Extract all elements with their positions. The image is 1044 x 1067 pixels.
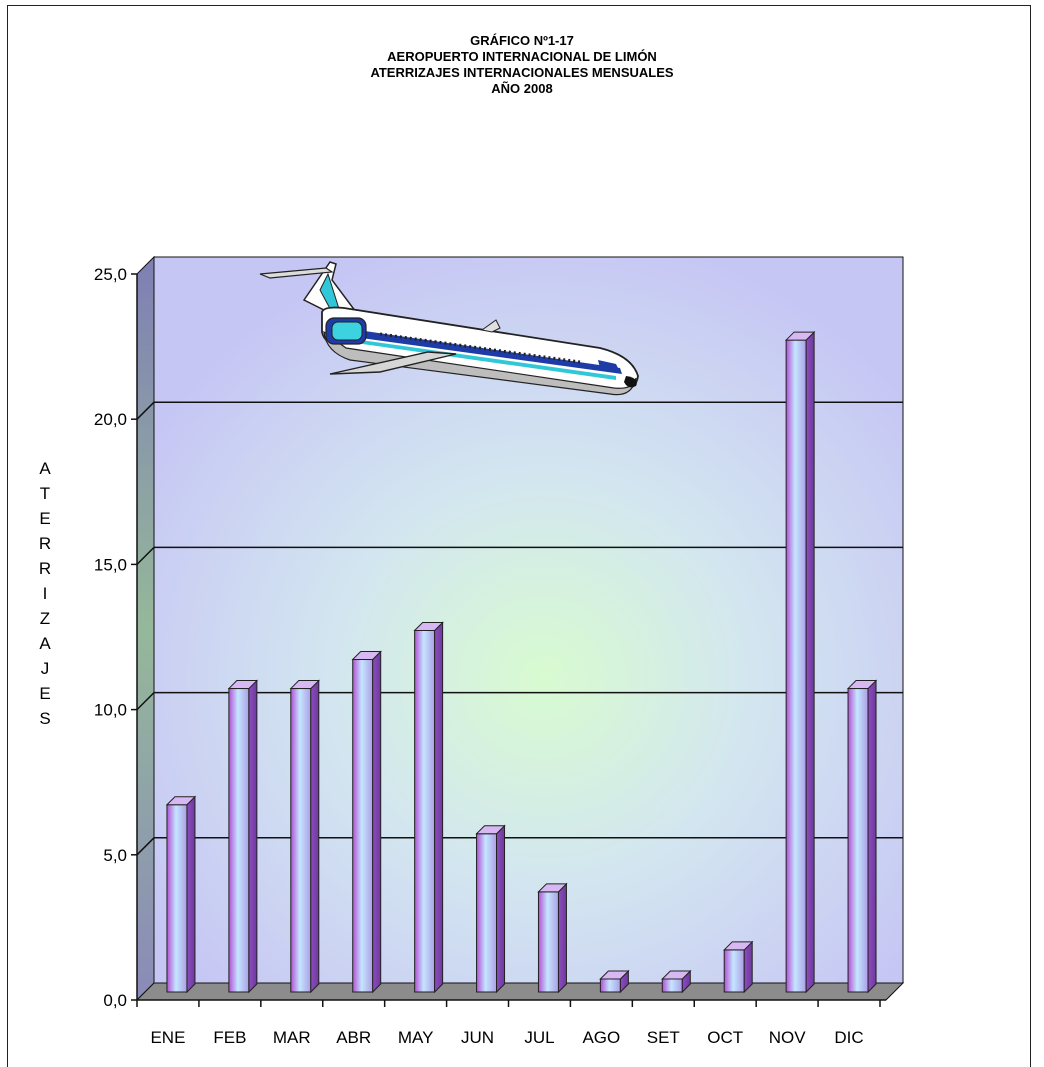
bar-series	[165, 330, 878, 994]
x-tick-label: MAR	[273, 1028, 311, 1047]
bar-top	[661, 970, 692, 980]
y-tick-label: 20,0	[94, 410, 127, 429]
bar	[165, 795, 197, 994]
bar-top	[784, 331, 816, 341]
y-tick-label: 10,0	[94, 701, 127, 720]
gridline-depth	[136, 546, 155, 565]
bar-side	[310, 679, 320, 994]
x-tick-label: SET	[647, 1028, 680, 1047]
bar-top	[227, 680, 259, 690]
y-axis-label-letter: E	[39, 684, 51, 703]
x-tick-label: MAY	[398, 1028, 434, 1047]
y-axis-label-letter: J	[40, 659, 50, 678]
bar-front	[166, 804, 188, 993]
bar-front	[290, 688, 312, 993]
y-axis-label-letter: S	[39, 709, 51, 728]
bar	[784, 330, 816, 994]
bar-front	[537, 891, 559, 993]
x-tick-label: JUL	[524, 1028, 554, 1047]
y-axis-label-letter: R	[38, 534, 52, 553]
title-line: AÑO 2008	[491, 81, 553, 96]
bar-side	[248, 679, 258, 994]
bar-side	[372, 650, 382, 994]
bar-front	[599, 978, 621, 993]
x-tick-label: JUN	[461, 1028, 494, 1047]
bar	[289, 679, 320, 994]
bar-side	[434, 621, 444, 994]
bar-front	[228, 688, 250, 993]
y-tick-label: 25,0	[94, 265, 127, 284]
plot-area	[135, 255, 905, 1002]
bar-front	[352, 659, 374, 993]
bar-top	[413, 621, 444, 631]
bar-top	[165, 796, 197, 806]
bar	[661, 969, 692, 994]
bar-side	[186, 795, 196, 994]
bar	[351, 650, 382, 994]
y-axis: 0,0 5,0 10,0 15,0 20,0 25,0	[94, 265, 138, 1010]
gridline-depth	[136, 401, 155, 420]
y-tick-label: 15,0	[94, 555, 127, 574]
y-axis-label-letter: E	[39, 509, 51, 528]
y-tick-label: 0,0	[103, 991, 127, 1010]
bar-front	[414, 629, 436, 993]
y-axis-label-letter: A	[39, 459, 51, 478]
bar-top	[289, 680, 320, 690]
x-tick-label: NOV	[769, 1028, 807, 1047]
y-axis-label-letter: T	[39, 484, 51, 503]
bar-front	[476, 833, 498, 993]
bar-top	[846, 680, 878, 690]
bar-front	[847, 688, 869, 993]
title-line: GRÁFICO Nº1-17	[470, 33, 574, 48]
bar	[599, 969, 630, 994]
bar-side	[557, 882, 567, 994]
x-tick-label: FEB	[213, 1028, 246, 1047]
x-axis: ENE FEB MAR ABR MAY JUN JUL AGO SET OCT NOV DIC	[136, 999, 886, 1047]
bar-front	[723, 949, 745, 993]
y-axis-label-letter: A	[39, 634, 51, 653]
x-tick-label: AGO	[582, 1028, 620, 1047]
bar-top	[351, 651, 382, 661]
y-axis-label-letter: Z	[39, 609, 51, 628]
title-line: ATERRIZAJES INTERNACIONALES MENSUALES	[370, 65, 674, 80]
bar-top	[475, 825, 506, 835]
bar-top	[537, 883, 568, 893]
chart-frame	[7, 5, 1031, 1067]
bar-top	[723, 941, 754, 951]
x-tick-label: ENE	[150, 1028, 185, 1047]
bar	[723, 940, 754, 994]
side-wall	[136, 255, 155, 1002]
bar-side	[743, 940, 753, 994]
x-tick-label: OCT	[707, 1028, 743, 1047]
bar-side	[805, 330, 815, 994]
bar-front	[785, 339, 807, 993]
bar	[846, 679, 878, 994]
bar	[413, 621, 444, 994]
bar-front	[661, 978, 683, 993]
x-tick-label: ABR	[336, 1028, 371, 1047]
y-tick-label: 5,0	[103, 846, 127, 865]
bar	[537, 882, 568, 994]
airplane-icon	[259, 261, 639, 396]
bar-side	[867, 679, 877, 994]
y-axis-label-letter: R	[38, 559, 52, 578]
gridline-depth	[136, 837, 155, 856]
bar	[475, 824, 506, 994]
bar-side	[496, 824, 506, 994]
x-tick-label: DIC	[834, 1028, 863, 1047]
chart-title: GRÁFICO Nº1-17 AEROPUERTO INTERNACIONAL …	[0, 33, 1044, 97]
gridline-depth	[136, 692, 155, 711]
y-axis-label-letter: I	[42, 584, 48, 603]
bar	[227, 679, 259, 994]
title-line: AEROPUERTO INTERNACIONAL DE LIMÓN	[387, 49, 657, 64]
bar-top	[599, 970, 630, 980]
